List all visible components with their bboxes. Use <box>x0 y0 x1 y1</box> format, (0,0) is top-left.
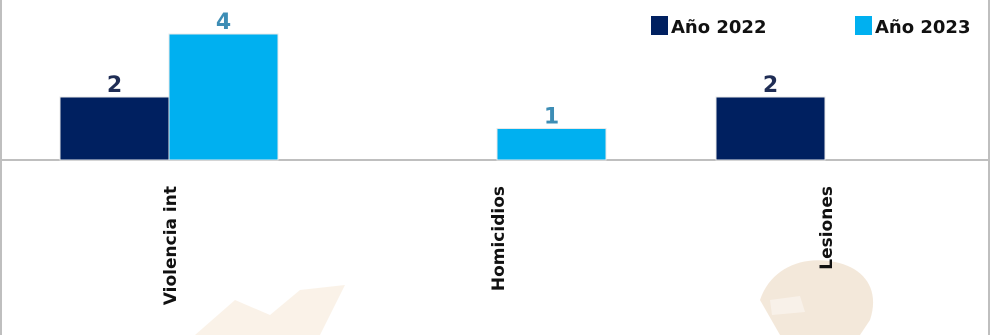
legend-item: Año 2022 <box>651 16 766 38</box>
data-label: 2 <box>107 73 122 98</box>
watermark-logo <box>195 260 874 335</box>
legend-label: Año 2022 <box>671 17 766 38</box>
data-label: 2 <box>763 73 778 98</box>
legend-label: Año 2023 <box>875 17 970 38</box>
category-label: Lesiones <box>817 186 837 270</box>
data-labels-layer: 2 2 4 1 <box>107 10 778 130</box>
legend: Año 2022 Año 2023 <box>651 16 970 38</box>
data-label: 4 <box>216 10 231 35</box>
bar-violencia-int-series-1 <box>59 96 170 161</box>
bars-layer <box>59 33 826 161</box>
category-labels-layer: Violencia int Homicidios Lesiones <box>161 186 837 305</box>
bar-homicidios-series-2 <box>496 128 607 161</box>
data-label: 1 <box>544 105 559 130</box>
bar-lesiones-series-1 <box>715 96 826 161</box>
bar-violencia-int-series-2 <box>168 33 279 161</box>
legend-item: Año 2023 <box>855 16 970 38</box>
legend-swatch <box>855 16 872 35</box>
category-label: Homicidios <box>489 186 509 291</box>
category-label: Violencia int <box>161 186 181 305</box>
legend-swatch <box>651 16 668 35</box>
